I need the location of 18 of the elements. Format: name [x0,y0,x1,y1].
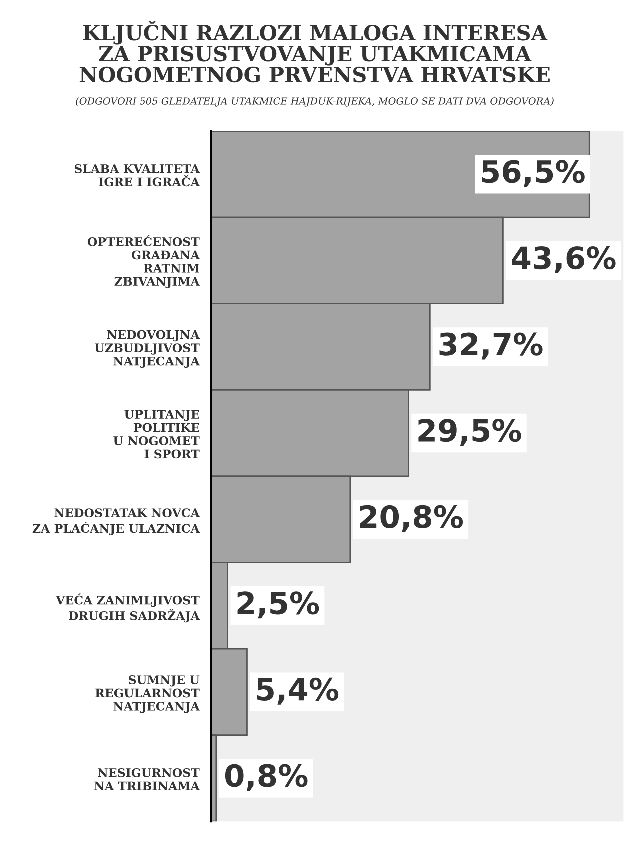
y-tick-label: SLABA KVALITETA IGRE I IGRAČA [74,164,200,187]
data-label: 0,8% [225,764,308,792]
chart-title: KLJUČNI RAZLOZI MALOGA INTERESA ZA PRISUSTVOVANJE UTAKMICAMA NOGOMETNOG PRVENSTVA HRVATSKE [80,21,550,83]
y-tick-label: NESIGURNOST NA TRIBINAMA [94,768,200,790]
y-tick-label: SUMNJE U REGULARNOST NATJECANJA [96,676,200,714]
data-label: 5,4% [257,678,339,705]
y-tick-label: VEĆA ZANIMLJIVOST DRUGIH SADRŽAJA [56,594,200,623]
y-tick-label: UPLITANJE POLITIKE U NOGOMET I SPORT [114,410,200,459]
data-label: 43,6% [512,246,616,274]
data-label: 56,5% [482,160,585,188]
data-label: 2,5% [238,592,320,619]
y-tick-label: OPTEREĆENOST GRAĐANA RATNIM ZBIVANJIMA [88,235,200,288]
data-label: 32,7% [440,332,543,360]
data-label: 20,8% [360,505,464,532]
data-label: 29,5% [418,419,522,446]
chart-subtitle: (ODGOVORI 505 GLEDATELJA UTAKMICE HAJDUK-RIJEKA, MOGLO SE DATI DVA ODGOVORA) [76,97,554,107]
y-tick-label: NEDOSTATAK NOVCA ZA PLAĆANJE ULAZNICA [32,508,200,536]
y-tick-label: NEDOVOLJNA UZBUDLJIVOST NATJECANJA [94,330,200,368]
